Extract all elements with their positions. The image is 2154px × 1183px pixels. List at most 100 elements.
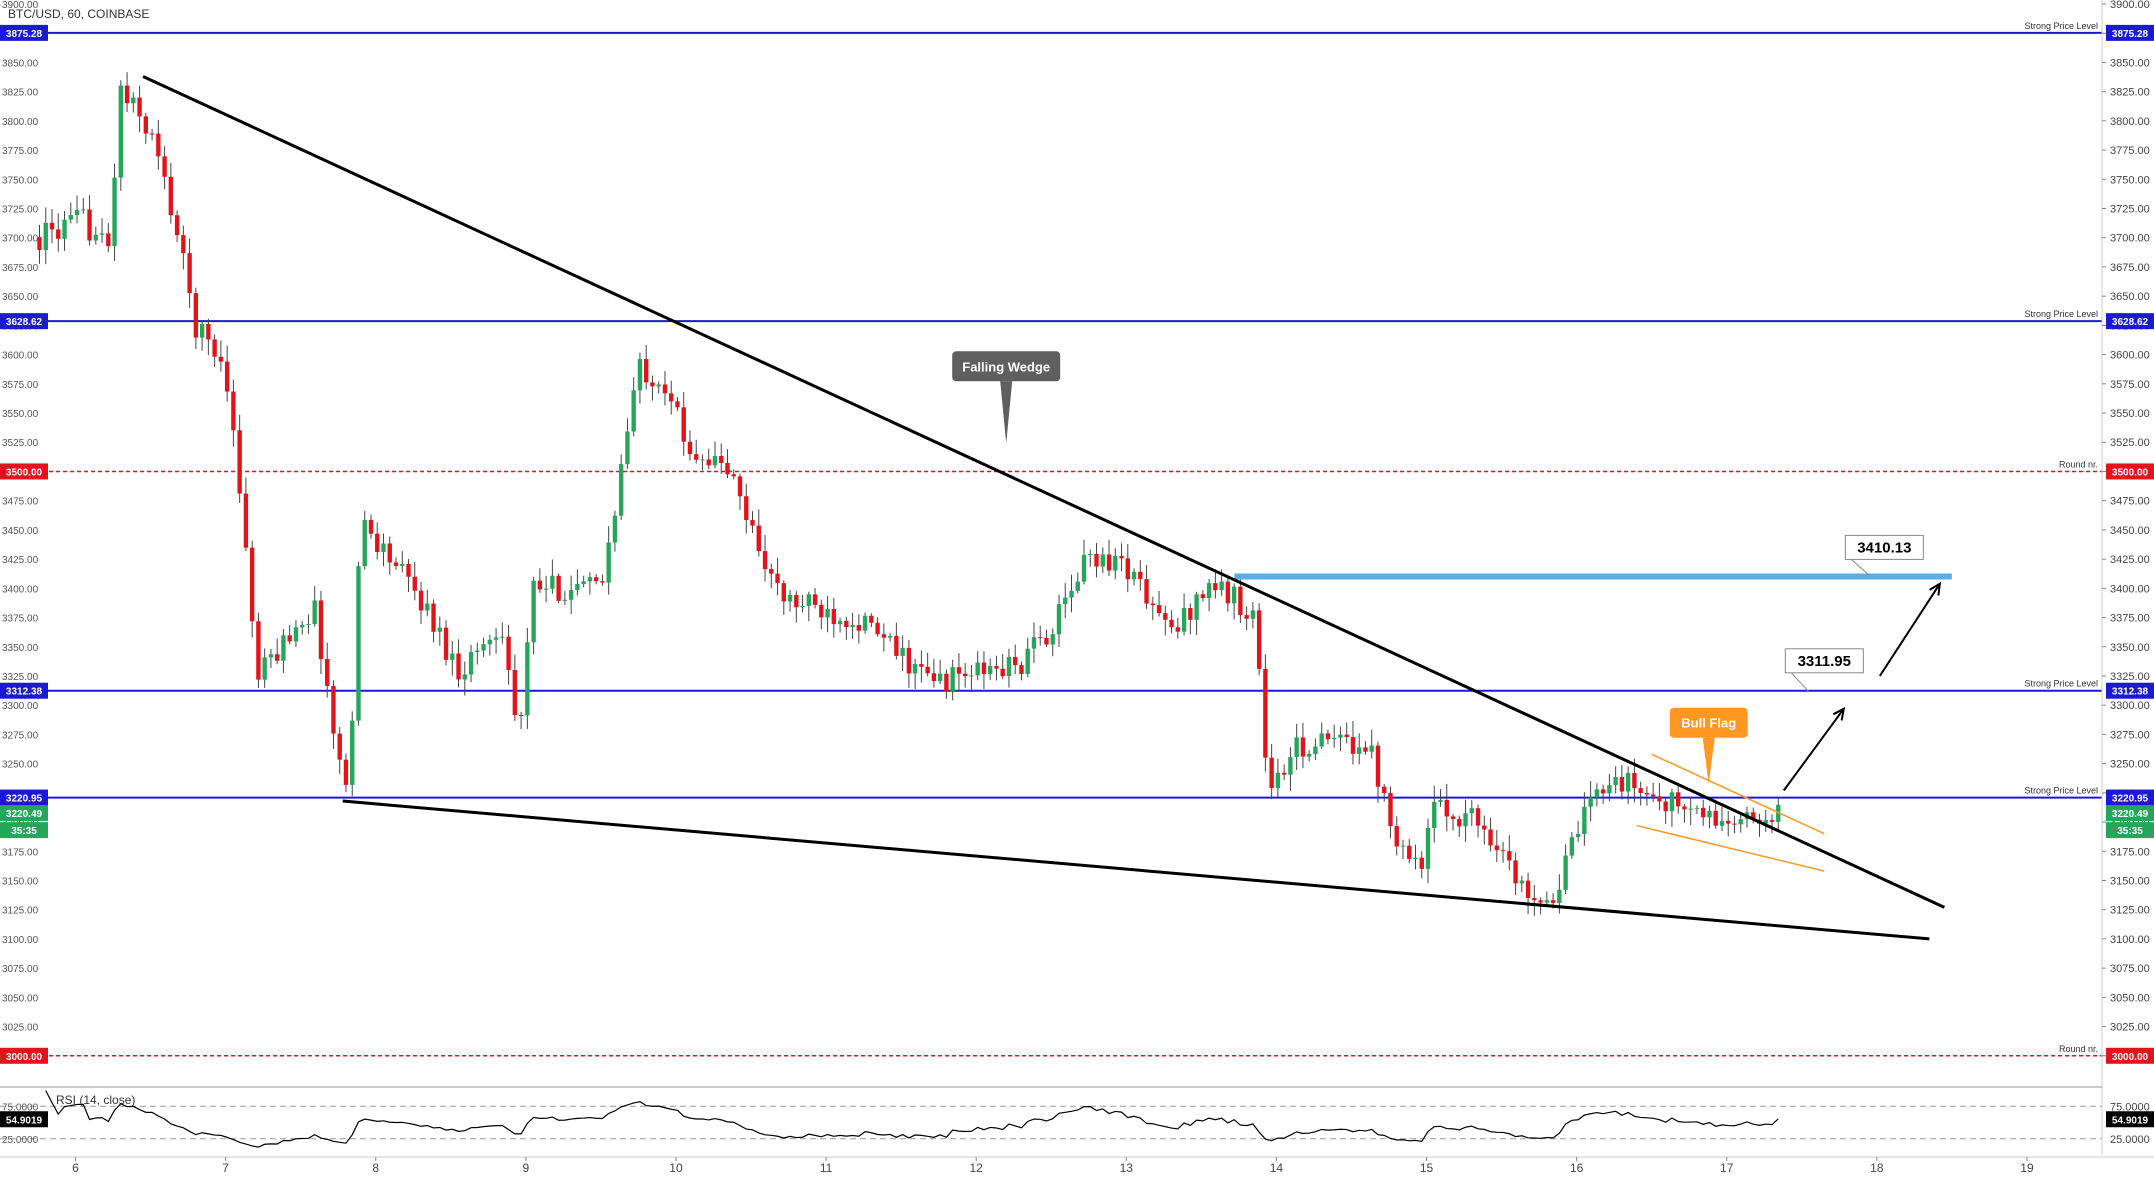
rsi-label: RSI (14, close) <box>56 1093 135 1107</box>
candle-body <box>644 359 649 383</box>
candle-body <box>937 673 943 681</box>
candle-body <box>1719 820 1725 826</box>
candle-body <box>1094 554 1099 567</box>
candle-body <box>1225 581 1231 604</box>
candle-body <box>1388 792 1393 827</box>
candle-body <box>944 673 949 692</box>
candle-body <box>1607 785 1612 794</box>
candle-body <box>1194 594 1199 620</box>
candle-body <box>506 636 511 671</box>
candle-body <box>1113 555 1118 571</box>
candle-body <box>1050 634 1055 645</box>
y-tick-label: 3050.00 <box>2110 992 2150 1004</box>
candle-body <box>837 620 843 625</box>
candle-body <box>1144 579 1149 604</box>
y-tick-label: 3775.00 <box>2110 145 2150 157</box>
y-tick-label-left: 3325.00 <box>2 672 39 683</box>
candle-body <box>1213 583 1218 591</box>
candle-body <box>687 441 693 455</box>
candle-body <box>1751 812 1756 820</box>
candle-body <box>243 493 249 548</box>
candle-body <box>406 563 411 577</box>
candle-body <box>1469 808 1474 814</box>
y-tick-label-left: 3300.00 <box>2 701 39 712</box>
candle-body <box>825 609 830 618</box>
y-tick-label-left: 3725.00 <box>2 205 39 216</box>
x-tick-label: 6 <box>72 1161 79 1175</box>
y-tick-label: 3350.00 <box>2110 642 2150 654</box>
candle-body <box>1663 801 1668 812</box>
candle-body <box>812 594 818 605</box>
level-price-label-left: 3875.28 <box>6 29 43 40</box>
candle-body <box>1119 555 1124 559</box>
candle-body <box>1163 613 1168 620</box>
candle-body <box>74 210 80 216</box>
candle-body <box>56 229 61 239</box>
level-tag: Strong Price Level <box>2024 679 2098 689</box>
candle-body <box>187 253 192 294</box>
candle-body <box>462 674 467 680</box>
candle-body <box>881 634 887 638</box>
candle-body <box>556 575 561 601</box>
candle-body <box>787 594 793 602</box>
candle-body <box>1256 610 1262 669</box>
y-tick-label-left: 3175.00 <box>2 847 39 858</box>
candle-body <box>1563 855 1568 890</box>
y-tick-label: 3025.00 <box>2110 1022 2150 1034</box>
candle-body <box>1619 777 1625 792</box>
current-price-tag-right <box>2106 805 2154 822</box>
x-tick-label: 17 <box>1720 1161 1734 1175</box>
y-tick-label-left: 3750.00 <box>2 175 39 186</box>
candle-body <box>112 177 117 247</box>
current-price-label-left: 3220.49 <box>6 809 43 820</box>
candle-body <box>856 624 862 631</box>
candle-body <box>1188 608 1193 620</box>
candle-body <box>1206 583 1212 599</box>
countdown-tag-left <box>0 822 48 839</box>
candle-body <box>81 209 86 211</box>
candle-body <box>1463 813 1468 827</box>
candle-body <box>1738 819 1743 825</box>
candle-body <box>400 563 405 566</box>
candle-body <box>118 85 123 178</box>
candle-body <box>156 133 161 157</box>
x-tick-label: 12 <box>970 1161 984 1175</box>
projection-arrow-line <box>1879 583 1941 677</box>
candle-body <box>988 666 993 675</box>
rsi-tick-label: 75.0000 <box>2110 1101 2150 1113</box>
candle-body <box>1338 734 1343 738</box>
candle-body <box>1106 554 1112 571</box>
candle-body <box>1419 857 1424 869</box>
y-tick-label-left: 3400.00 <box>2 584 39 595</box>
candle-body <box>1538 900 1543 903</box>
candle-body <box>1400 845 1406 847</box>
candle-body <box>1306 754 1312 757</box>
level-price-tag-left <box>0 463 48 480</box>
y-tick-label-left: 3600.00 <box>2 351 39 362</box>
annotation-box <box>952 351 1061 382</box>
candle-body <box>1475 808 1481 826</box>
y-tick-label: 3800.00 <box>2110 116 2150 128</box>
annotation-label: Falling Wedge <box>962 359 1050 374</box>
candle-body <box>1313 746 1318 755</box>
y-tick-label: 3275.00 <box>2110 729 2150 741</box>
candle-body <box>1763 820 1768 824</box>
candle-body <box>1488 829 1493 846</box>
candle-body <box>1569 837 1575 856</box>
x-tick-label: 19 <box>2020 1161 2034 1175</box>
candle-body <box>1769 820 1775 822</box>
candle-body <box>337 733 342 760</box>
projection-arrow-head <box>1832 706 1846 721</box>
candle-body <box>1000 668 1005 677</box>
candle-body <box>231 391 236 431</box>
candle-body <box>769 569 774 574</box>
x-tick-label: 14 <box>1270 1161 1284 1175</box>
candle-body <box>969 675 974 677</box>
candle-body <box>1363 747 1368 752</box>
candle-body <box>1169 619 1174 628</box>
candle-body <box>731 474 736 477</box>
y-tick-label: 3825.00 <box>2110 87 2150 99</box>
candle-body <box>256 621 261 680</box>
